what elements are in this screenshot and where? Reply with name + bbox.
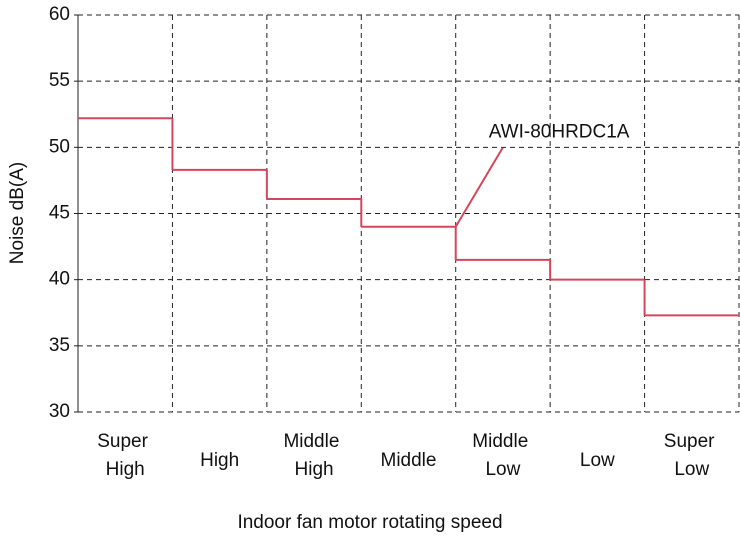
y-tick-label: 45	[49, 203, 70, 224]
x-tick-label-line: Super	[97, 431, 153, 452]
y-tick-label: 40	[49, 269, 70, 290]
x-tick-label-line: High	[106, 459, 145, 480]
x-tick-label-line: Low	[485, 459, 520, 480]
x-axis-label: Indoor fan motor rotating speed	[237, 512, 502, 533]
y-tick-label: 35	[49, 335, 70, 356]
annotation-leader	[454, 147, 504, 228]
y-axis-label: Noise dB(A)	[7, 162, 28, 264]
series-annotation: AWI-80HRDC1A	[489, 122, 630, 143]
x-tick-label: Middle Low	[472, 431, 533, 480]
x-tick-label-line: Super	[664, 431, 720, 452]
x-tick-label: Middle	[381, 450, 437, 471]
y-tick-label: 60	[49, 4, 70, 25]
x-tick-label-line: Middle	[283, 431, 344, 452]
x-tick-label: High	[200, 450, 239, 471]
y-tick-label: 50	[49, 136, 70, 157]
y-tick-label: 30	[49, 401, 70, 422]
x-tick-label-line: High	[295, 459, 334, 480]
x-tick-label-line: Middle	[472, 431, 533, 452]
x-tick-label: Low	[580, 450, 615, 471]
x-tick-label-line: Middle	[381, 450, 437, 471]
y-tick-label: 55	[49, 70, 70, 91]
x-tick-label-line: High	[200, 450, 239, 471]
x-tick-label: Super High	[97, 431, 153, 480]
x-tick-label-line: Low	[674, 459, 709, 480]
x-tick-label: Middle High	[283, 431, 344, 480]
x-tick-label-line: Low	[580, 450, 615, 471]
x-tick-label: Super Low	[664, 431, 720, 480]
